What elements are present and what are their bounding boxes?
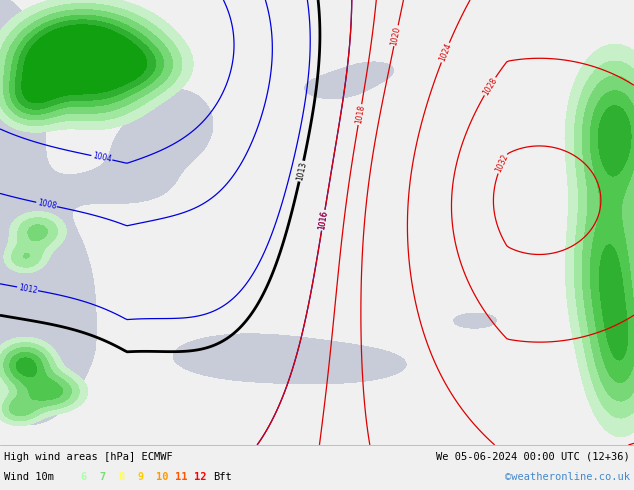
Text: 1016: 1016 bbox=[317, 210, 329, 230]
Text: Bft: Bft bbox=[213, 472, 232, 482]
Text: 10: 10 bbox=[156, 472, 169, 482]
Text: High wind areas [hPa] ECMWF: High wind areas [hPa] ECMWF bbox=[4, 452, 172, 462]
Text: 8: 8 bbox=[118, 472, 124, 482]
Text: 1016: 1016 bbox=[317, 210, 329, 230]
Text: 6: 6 bbox=[80, 472, 86, 482]
Text: 11: 11 bbox=[175, 472, 188, 482]
Text: 1018: 1018 bbox=[354, 104, 366, 125]
Text: 1013: 1013 bbox=[295, 161, 308, 181]
Text: We 05-06-2024 00:00 UTC (12+36): We 05-06-2024 00:00 UTC (12+36) bbox=[436, 452, 630, 462]
Text: 9: 9 bbox=[137, 472, 143, 482]
Text: 12: 12 bbox=[194, 472, 207, 482]
Text: 7: 7 bbox=[99, 472, 105, 482]
Text: 1020: 1020 bbox=[390, 25, 403, 46]
Text: 1028: 1028 bbox=[481, 76, 499, 97]
Text: Wind 10m: Wind 10m bbox=[4, 472, 54, 482]
Text: 1032: 1032 bbox=[494, 153, 510, 174]
Text: 1024: 1024 bbox=[437, 42, 453, 63]
Text: ©weatheronline.co.uk: ©weatheronline.co.uk bbox=[505, 472, 630, 482]
Text: 1012: 1012 bbox=[17, 283, 38, 295]
Text: 1004: 1004 bbox=[91, 151, 112, 164]
Text: 1008: 1008 bbox=[36, 198, 57, 211]
